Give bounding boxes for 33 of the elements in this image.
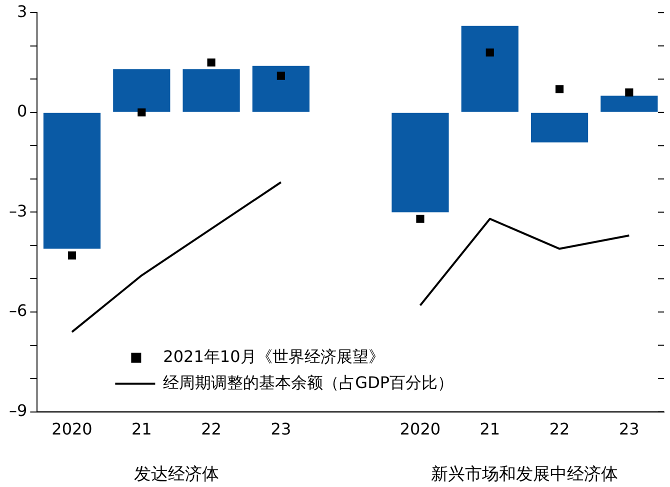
point — [416, 214, 424, 223]
legend-label: 经周期调整的基本余额（占GDP百分比） — [163, 372, 454, 392]
text: 发达经济体 — [134, 464, 219, 484]
x-tick-label: 23 — [270, 420, 292, 439]
bar — [252, 66, 310, 112]
bar — [113, 69, 170, 112]
x-tick-label: 2020 — [400, 420, 441, 439]
y-tick-label: –9 — [8, 400, 28, 420]
y-tick-label: –6 — [8, 301, 28, 320]
x-tick-label: 21 — [131, 420, 152, 439]
legend-label: 2021年10月《世界经济展望》 — [163, 346, 384, 366]
x-tick-label: 22 — [549, 420, 570, 439]
point — [68, 251, 76, 260]
text: 新兴市场和发展中经济体 — [431, 464, 618, 484]
x-tick-label: 2020 — [52, 420, 92, 439]
bar — [600, 96, 658, 112]
bar — [43, 112, 101, 249]
x-tick-label: 22 — [201, 420, 222, 439]
x-tick-label: 23 — [618, 420, 640, 439]
y-tick-label: 3 — [16, 2, 28, 21]
bar — [530, 112, 588, 142]
point — [207, 58, 216, 67]
point — [625, 88, 634, 96]
y-tick-label: 0 — [16, 102, 28, 121]
bar — [461, 26, 518, 112]
point — [555, 85, 564, 94]
bar — [182, 69, 240, 112]
point — [486, 48, 494, 57]
point — [138, 108, 146, 116]
point — [276, 72, 285, 80]
y-tick-label: –3 — [8, 201, 28, 220]
bar — [392, 112, 449, 212]
x-tick-label: 21 — [480, 420, 500, 439]
